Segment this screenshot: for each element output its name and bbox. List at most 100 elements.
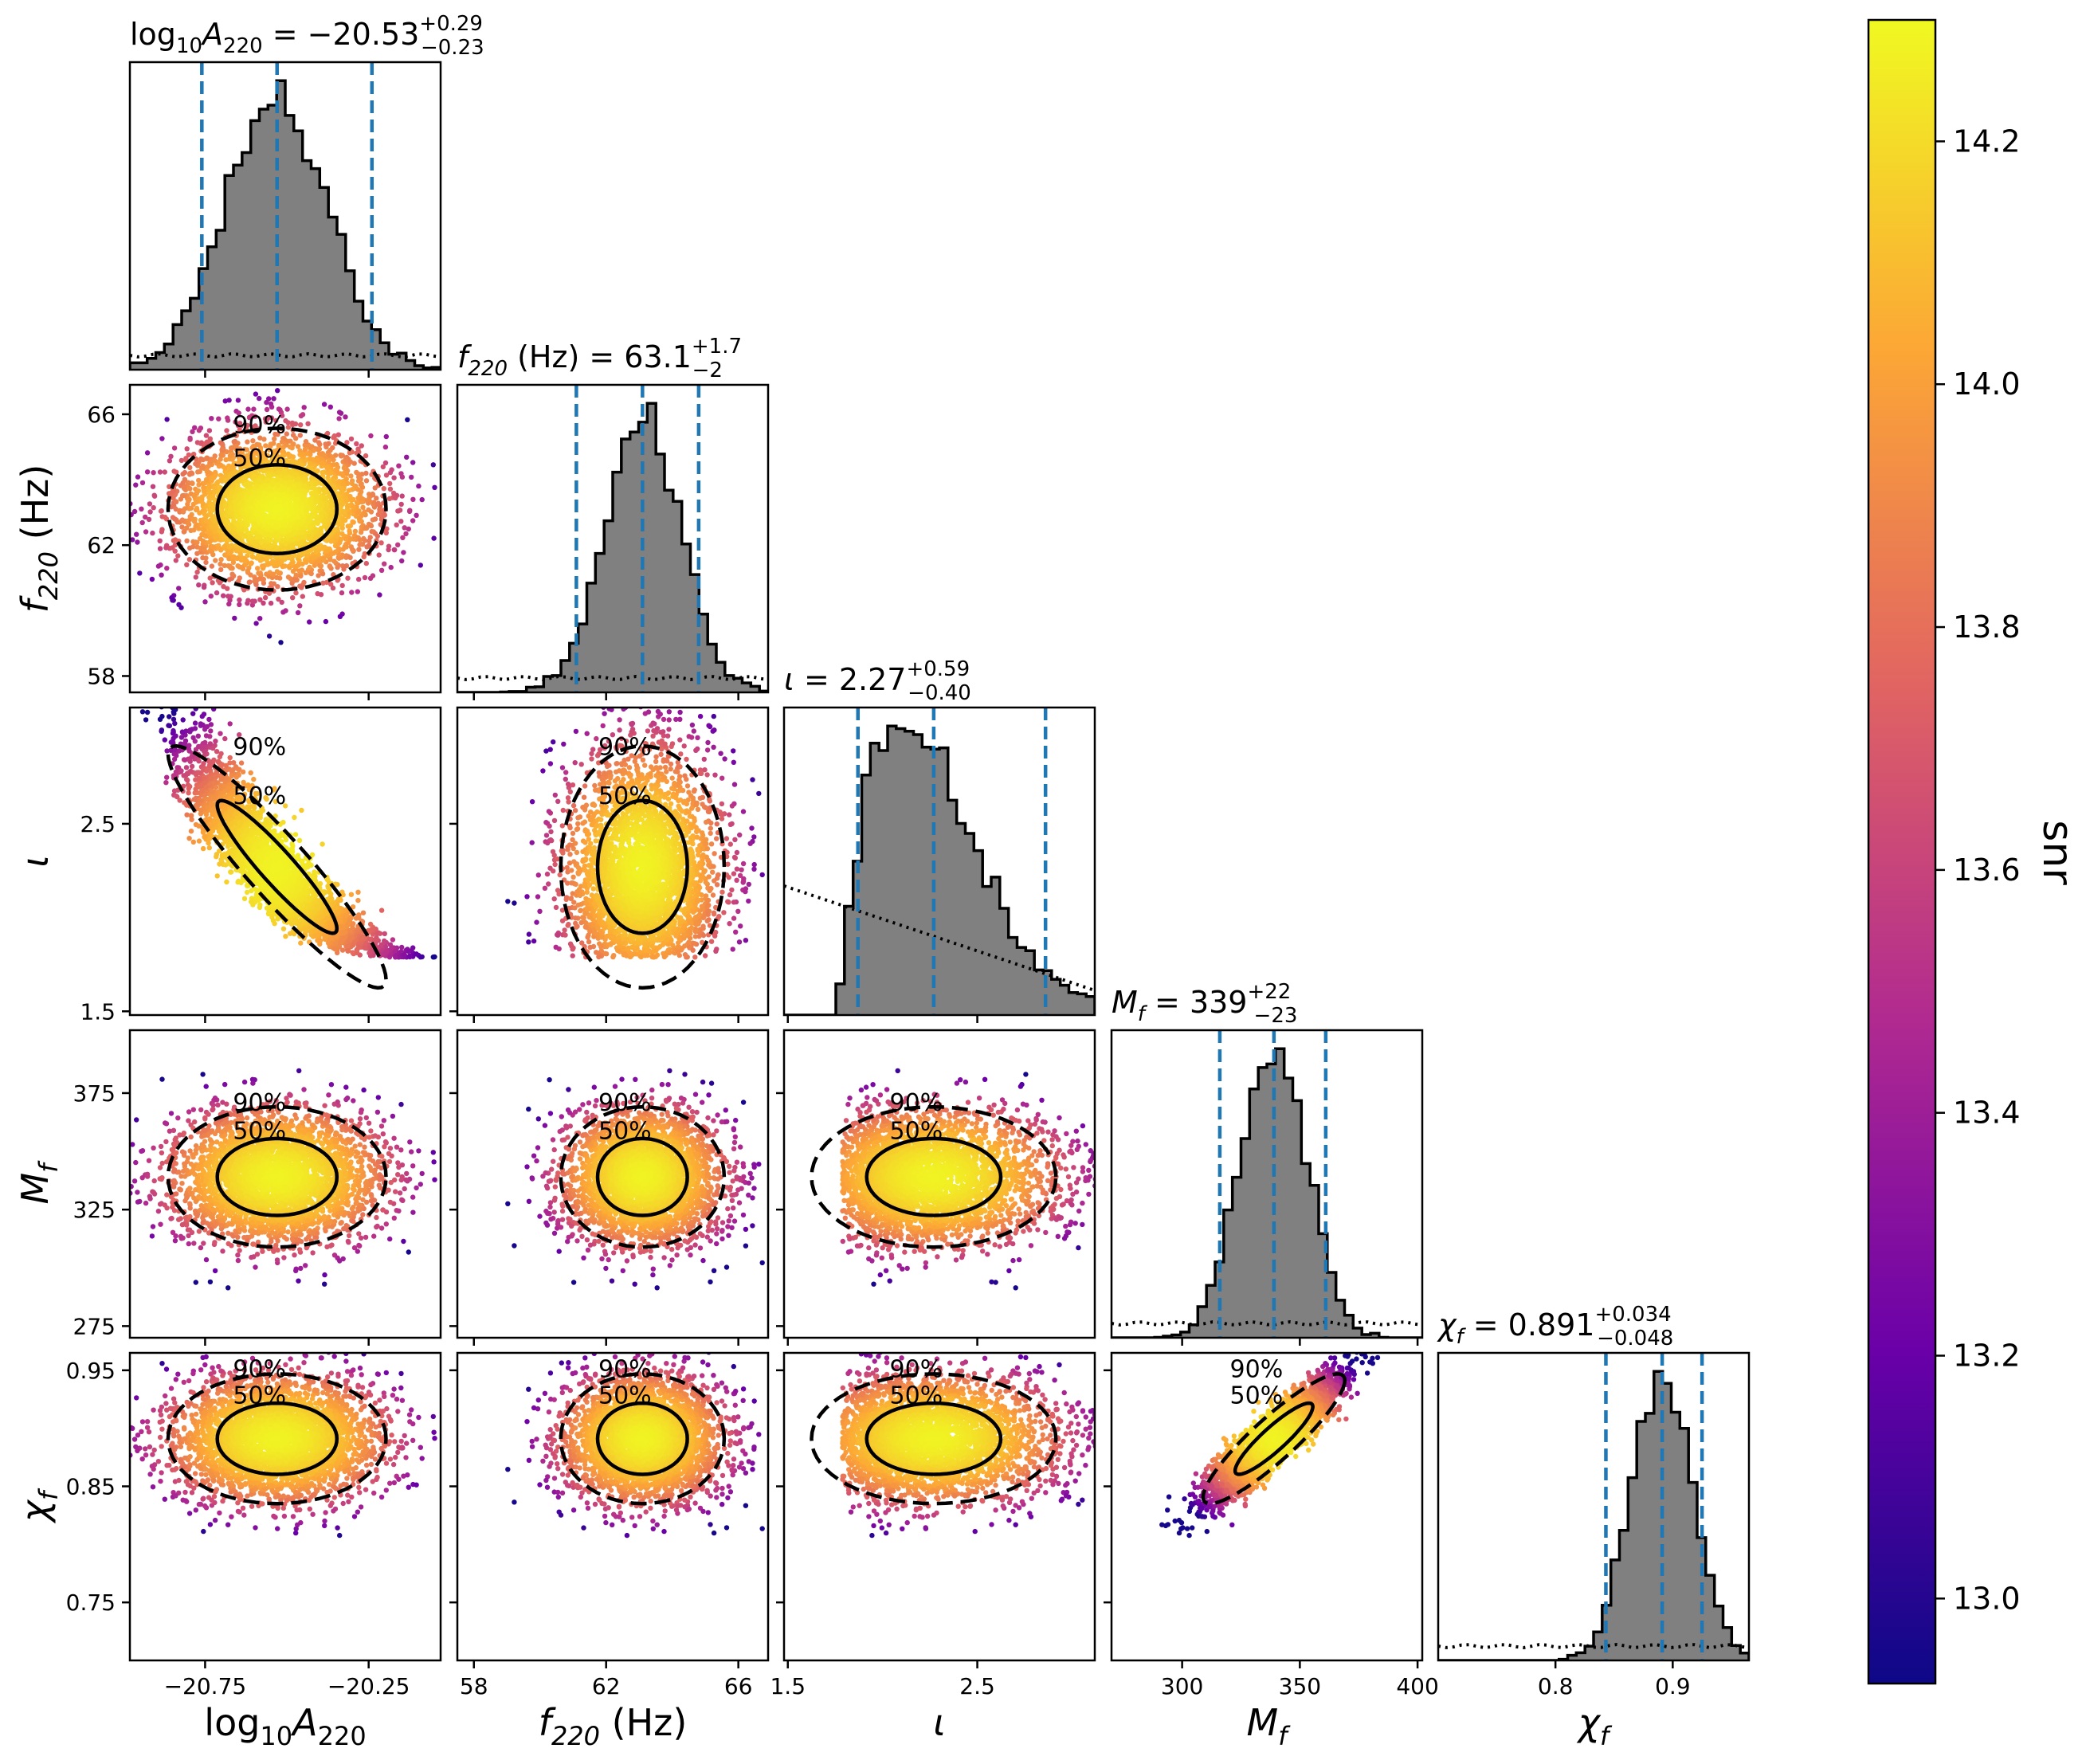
scatter-point xyxy=(388,487,393,492)
scatter-point xyxy=(327,563,332,568)
scatter-point xyxy=(276,483,280,488)
scatter-point xyxy=(359,530,363,535)
scatter-point xyxy=(276,597,280,602)
scatter-point xyxy=(359,482,363,487)
scatter-point xyxy=(343,536,348,541)
scatter-point xyxy=(280,539,284,543)
scatter-point xyxy=(324,538,329,543)
scatter-point xyxy=(182,477,187,482)
scatter-point xyxy=(147,681,151,686)
scatter-point xyxy=(194,540,199,545)
scatter-point xyxy=(271,396,276,401)
scatter-point xyxy=(229,505,233,510)
scatter-point xyxy=(304,570,308,575)
scatter-point xyxy=(182,529,186,534)
scatter-point xyxy=(359,496,364,500)
scatter-point xyxy=(147,517,151,522)
scatter-point xyxy=(244,507,249,512)
scatter-point xyxy=(238,551,243,556)
scatter-point xyxy=(292,537,296,542)
scatter-point xyxy=(253,542,258,547)
scatter-point xyxy=(322,453,327,457)
scatter-point xyxy=(347,531,352,535)
scatter-point xyxy=(265,562,270,566)
scatter-point xyxy=(308,535,312,540)
scatter-point xyxy=(378,540,383,545)
scatter-point xyxy=(390,937,395,942)
scatter-point xyxy=(212,485,217,490)
scatter-point xyxy=(158,469,163,474)
scatter-point xyxy=(181,509,186,514)
scatter-point xyxy=(396,464,401,468)
scatter-point xyxy=(229,491,234,496)
scatter-point xyxy=(307,619,312,624)
scatter-point xyxy=(260,563,265,568)
scatter-point xyxy=(195,469,200,474)
scatter-point xyxy=(297,603,302,608)
scatter-point xyxy=(322,402,327,406)
scatter-point xyxy=(240,522,245,527)
scatter-point xyxy=(300,412,305,417)
scatter-point xyxy=(168,454,173,459)
scatter-point xyxy=(180,517,185,522)
scatter-point xyxy=(253,598,257,603)
scatter-point xyxy=(296,563,300,567)
scatter-point xyxy=(222,544,226,549)
scatter-point xyxy=(290,509,295,514)
scatter-point xyxy=(198,546,203,551)
scatter-point xyxy=(261,601,265,606)
scatter-point xyxy=(367,543,371,547)
y-tick-label: 62 xyxy=(87,532,116,559)
scatter-point xyxy=(189,506,194,511)
scatter-point xyxy=(323,513,328,518)
scatter-point xyxy=(186,518,191,523)
scatter-point xyxy=(204,433,209,437)
scatter-point xyxy=(271,500,276,505)
scatter-point xyxy=(171,696,176,700)
scatter-point xyxy=(197,838,202,843)
scatter-point xyxy=(218,562,222,566)
scatter-point xyxy=(304,560,308,565)
histogram-fill-logA xyxy=(130,80,441,370)
scatter-point xyxy=(350,547,355,552)
scatter-point xyxy=(277,534,282,539)
scatter-point xyxy=(204,733,209,738)
scatter-point xyxy=(159,527,164,531)
scatter-point xyxy=(328,405,333,410)
scatter-point xyxy=(235,556,240,561)
scatter-point xyxy=(109,468,114,472)
scatter-point xyxy=(180,493,185,498)
scatter-point xyxy=(214,749,219,754)
scatter-point xyxy=(349,437,354,441)
scatter-point xyxy=(137,591,142,596)
scatter-point xyxy=(187,436,192,441)
scatter-point xyxy=(221,594,225,598)
scatter-point xyxy=(263,595,268,600)
scatter-point xyxy=(342,465,347,470)
scatter-point xyxy=(218,477,223,482)
scatter-point xyxy=(288,453,292,458)
scatter-point xyxy=(363,453,368,458)
scatter-point xyxy=(158,684,163,688)
scatter-point xyxy=(320,503,324,508)
scatter-point xyxy=(185,446,190,451)
scatter-point xyxy=(308,481,313,486)
scatter-point xyxy=(347,555,352,560)
scatter-point xyxy=(176,586,181,590)
scatter-point xyxy=(338,614,343,619)
scatter-point xyxy=(392,547,397,552)
scatter-point xyxy=(229,869,233,874)
scatter-point xyxy=(273,524,278,529)
scatter-point xyxy=(140,520,145,525)
scatter-point xyxy=(346,504,351,508)
scatter-point xyxy=(169,491,174,496)
scatter-point xyxy=(364,561,369,566)
scatter-point xyxy=(320,581,325,586)
scatter-point xyxy=(354,441,359,446)
scatter-point xyxy=(276,406,281,411)
scatter-point xyxy=(233,488,238,493)
scatter-point xyxy=(176,602,181,607)
scatter-point xyxy=(267,520,272,525)
scatter-point xyxy=(416,484,421,488)
scatter-point xyxy=(288,489,293,494)
